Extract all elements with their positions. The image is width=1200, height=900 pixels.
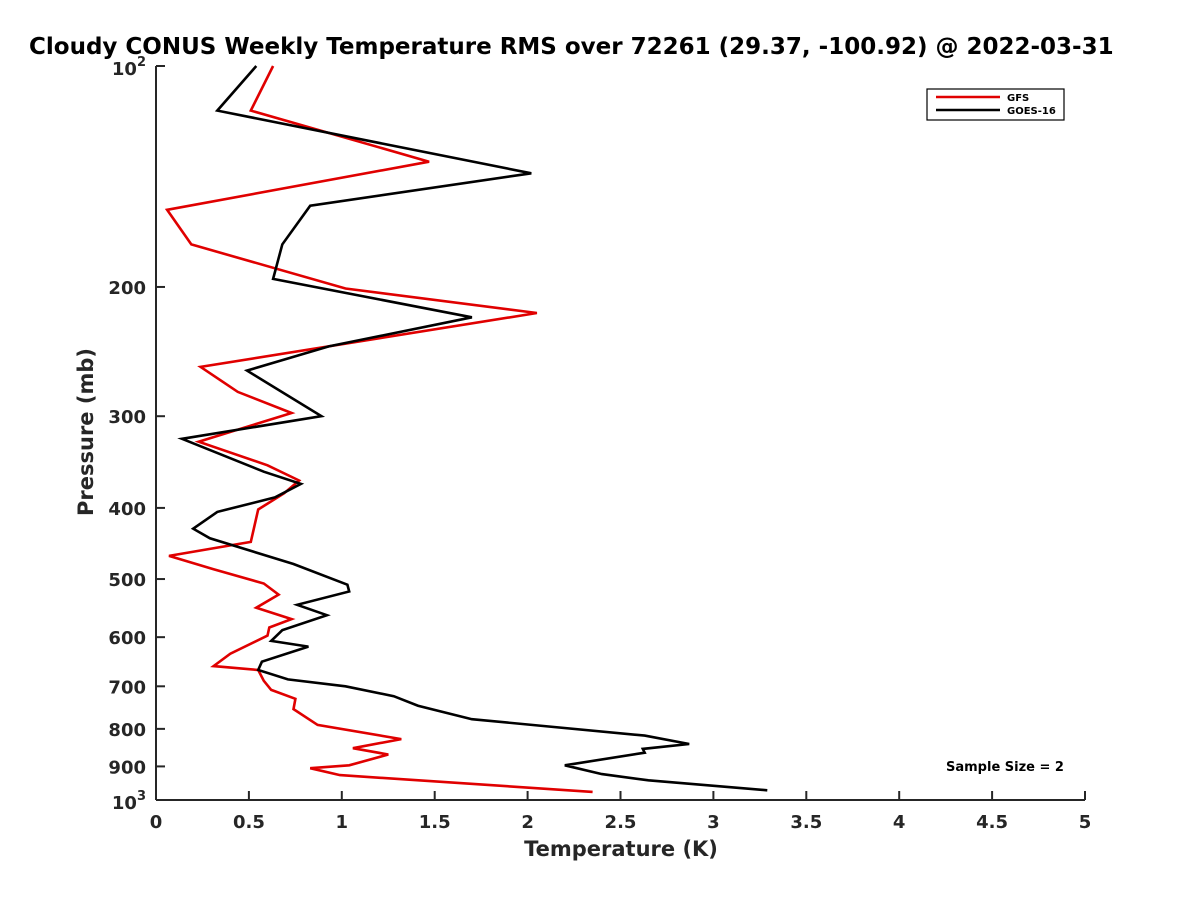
y-axis-label: Pressure (mb) [74, 348, 98, 516]
y-tick-label: 500 [108, 570, 146, 591]
x-tick-label: 2.5 [605, 812, 637, 833]
chart-title: Cloudy CONUS Weekly Temperature RMS over… [29, 34, 1114, 60]
x-tick-label: 2 [521, 812, 534, 833]
legend-label-gfs: GFS [1007, 93, 1029, 104]
y-tick-label: 800 [108, 720, 146, 741]
x-tick-label: 1 [336, 812, 349, 833]
y-tick-label: 102 [112, 55, 146, 80]
sample-size-annotation: Sample Size = 2 [946, 760, 1064, 775]
legend-label-goes16: GOES-16 [1007, 106, 1056, 117]
x-tick-label: 0 [150, 812, 163, 833]
x-tick-label: 1.5 [419, 812, 451, 833]
y-tick-label: 600 [108, 628, 146, 649]
x-tick-label: 3.5 [790, 812, 822, 833]
data-series [164, 65, 768, 794]
x-tick-label: 4 [893, 812, 906, 833]
y-axis-ticks: 102 200 300 400 500 600 700 800 900 103 [108, 55, 165, 814]
plot-axes [155, 66, 1085, 801]
legend: GFS GOES-16 [926, 88, 1065, 121]
x-axis-ticks: 0 0.5 1 1.5 2 2.5 3 3.5 4 4.5 5 [150, 791, 1092, 833]
x-tick-label: 4.5 [976, 812, 1008, 833]
series-line-gfs [164, 65, 593, 794]
y-tick-label: 103 [112, 789, 146, 814]
y-tick-label: 700 [108, 677, 146, 698]
y-tick-label: 200 [108, 278, 146, 299]
legend-box [926, 88, 1065, 121]
x-axis-label: Temperature (K) [524, 837, 718, 861]
series-line-goes-16 [177, 65, 768, 792]
x-tick-label: 0.5 [233, 812, 265, 833]
y-tick-label: 300 [108, 407, 146, 428]
x-tick-label: 3 [707, 812, 720, 833]
x-tick-label: 5 [1079, 812, 1092, 833]
y-tick-label: 400 [108, 499, 146, 520]
y-tick-label: 900 [108, 757, 146, 778]
